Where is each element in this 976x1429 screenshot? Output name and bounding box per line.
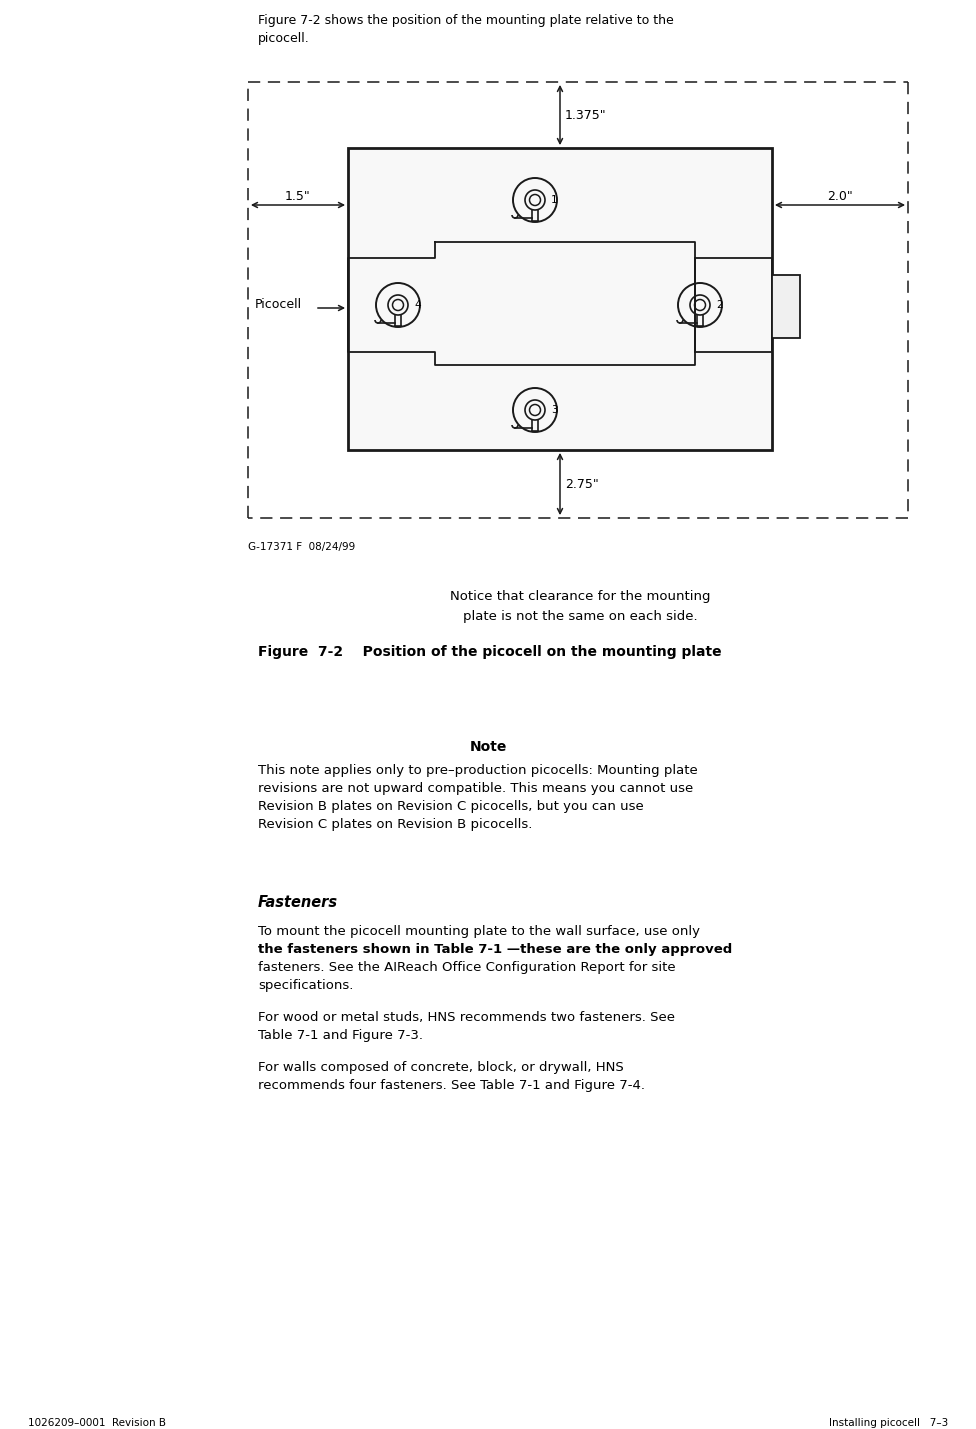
Text: Figure  7-2    Position of the picocell on the mounting plate: Figure 7-2 Position of the picocell on t… <box>258 644 721 659</box>
Text: 3: 3 <box>551 404 557 414</box>
Text: Revision B plates on Revision C picocells, but you can use: Revision B plates on Revision C picocell… <box>258 800 644 813</box>
Text: For walls composed of concrete, block, or drywall, HNS: For walls composed of concrete, block, o… <box>258 1060 624 1075</box>
Text: 4: 4 <box>414 300 421 310</box>
Text: Notice that clearance for the mounting: Notice that clearance for the mounting <box>450 590 711 603</box>
Text: revisions are not upward compatible. This means you cannot use: revisions are not upward compatible. Thi… <box>258 782 693 795</box>
Text: To mount the picocell mounting plate to the wall surface, use only: To mount the picocell mounting plate to … <box>258 925 700 937</box>
Text: For wood or metal studs, HNS recommends two fasteners. See: For wood or metal studs, HNS recommends … <box>258 1010 675 1025</box>
Text: 2: 2 <box>716 300 722 310</box>
Text: fasteners. See the AIReach Office Configuration Report for site: fasteners. See the AIReach Office Config… <box>258 960 675 975</box>
Text: 2.0": 2.0" <box>827 190 853 203</box>
Text: 1.375": 1.375" <box>565 109 607 121</box>
Text: 1026209–0001  Revision B: 1026209–0001 Revision B <box>28 1418 166 1428</box>
Text: This note applies only to pre–production picocells: Mounting plate: This note applies only to pre–production… <box>258 765 698 777</box>
Bar <box>348 149 772 450</box>
Text: specifications.: specifications. <box>258 979 353 992</box>
Text: Revision C plates on Revision B picocells.: Revision C plates on Revision B picocell… <box>258 817 532 832</box>
Text: plate is not the same on each side.: plate is not the same on each side. <box>463 610 697 623</box>
Text: Note: Note <box>469 740 507 755</box>
Text: 2.75": 2.75" <box>565 477 598 490</box>
Text: Fasteners: Fasteners <box>258 895 338 910</box>
Text: recommends four fasteners. See Table 7-1 and Figure 7-4.: recommends four fasteners. See Table 7-1… <box>258 1079 645 1092</box>
Text: Picocell: Picocell <box>255 299 303 312</box>
Text: picocell.: picocell. <box>258 31 309 44</box>
Text: Figure 7-2 shows the position of the mounting plate relative to the: Figure 7-2 shows the position of the mou… <box>258 14 673 27</box>
Text: Table 7-1 and Figure 7-3.: Table 7-1 and Figure 7-3. <box>258 1029 423 1042</box>
Text: Installing picocell   7–3: Installing picocell 7–3 <box>829 1418 948 1428</box>
Text: 1: 1 <box>551 194 557 204</box>
Text: 1.5": 1.5" <box>285 190 311 203</box>
Text: the fasteners shown in Table 7-1 —these are the only approved: the fasteners shown in Table 7-1 —these … <box>258 943 732 956</box>
Bar <box>772 274 800 339</box>
Text: G-17371 F  08/24/99: G-17371 F 08/24/99 <box>248 542 355 552</box>
